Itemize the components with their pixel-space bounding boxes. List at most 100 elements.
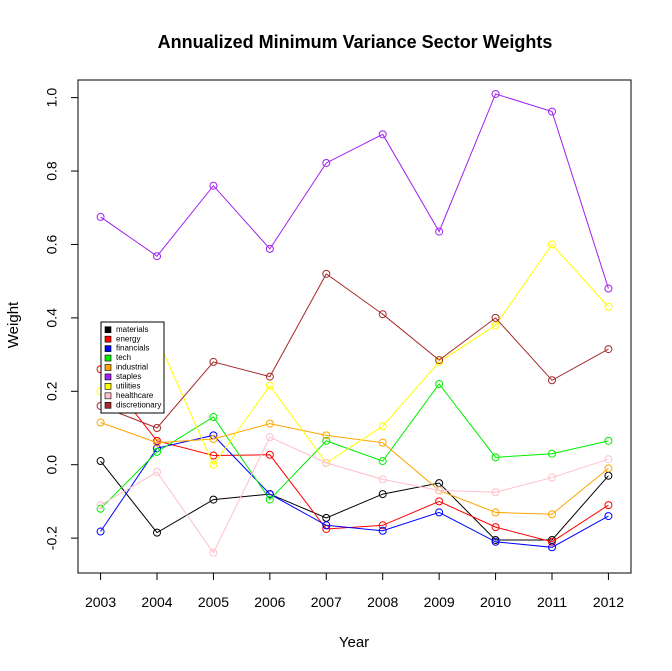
legend-swatch <box>104 401 112 409</box>
data-point <box>378 130 387 139</box>
data-point <box>153 528 161 537</box>
x-tick-label: 2006 <box>254 594 285 610</box>
data-point <box>435 356 444 365</box>
data-point <box>209 412 218 421</box>
data-point <box>548 107 556 116</box>
x-tick-label: 2010 <box>480 594 511 610</box>
data-point <box>322 521 331 530</box>
data-point <box>322 269 331 278</box>
x-tick-label: 2005 <box>198 594 229 610</box>
data-point <box>491 313 500 322</box>
y-axis-label: Weight <box>5 301 22 348</box>
data-point <box>604 512 613 521</box>
legend-swatch <box>104 326 112 334</box>
series-financials <box>96 431 613 552</box>
legend-label: energy <box>116 334 140 343</box>
data-point <box>604 455 613 464</box>
data-point <box>96 457 105 466</box>
data-point <box>491 89 500 98</box>
y-tick-label: 0.2 <box>44 381 60 401</box>
legend-swatch <box>104 345 112 352</box>
y-tick-label: 0.6 <box>44 235 60 255</box>
legend-label: staples <box>116 372 141 381</box>
legend-swatch <box>104 364 112 371</box>
legend: materialsenergyfinancialstechindustrials… <box>100 321 165 414</box>
data-point <box>265 495 274 504</box>
legend-swatch <box>104 373 112 381</box>
data-point <box>265 419 274 428</box>
data-point <box>604 464 613 473</box>
data-point <box>491 537 500 546</box>
y-tick-label: -0.2 <box>44 526 60 550</box>
data-point <box>96 212 105 221</box>
data-point <box>548 510 556 519</box>
data-point <box>435 497 444 506</box>
series-discretionary <box>96 269 613 432</box>
x-tick-label: 2007 <box>311 594 342 610</box>
legend-label: financials <box>116 344 149 353</box>
legend-swatch <box>104 335 112 343</box>
legend-label: tech <box>116 353 131 362</box>
y-tick-label: 0.0 <box>44 455 60 475</box>
data-point <box>265 372 274 381</box>
data-point <box>153 252 161 261</box>
data-point <box>604 436 613 445</box>
series-utilities <box>96 240 613 469</box>
series-line <box>100 436 609 554</box>
data-point <box>209 357 218 366</box>
data-point <box>153 468 161 477</box>
data-point <box>604 345 613 354</box>
series-line <box>100 243 609 466</box>
series-energy <box>96 365 613 546</box>
legend-swatch <box>104 354 112 362</box>
y-tick-label: 0.4 <box>44 308 60 328</box>
data-point <box>153 424 161 432</box>
data-point <box>378 310 387 319</box>
data-point <box>322 158 331 167</box>
data-point <box>491 488 500 497</box>
legend-label: materials <box>116 325 148 334</box>
legend-label: utilities <box>116 381 140 390</box>
x-axis: 2003 2004 2005 2006 2007 2008 2009 2010 2011 2012 <box>85 572 624 610</box>
series-healthcare <box>96 433 613 557</box>
data-point <box>548 473 556 482</box>
data-point <box>153 438 161 447</box>
data-point <box>435 486 444 495</box>
data-point <box>322 431 331 440</box>
x-tick-label: 2008 <box>367 594 398 610</box>
x-tick-label: 2012 <box>593 594 624 610</box>
data-point <box>548 376 556 385</box>
x-tick-label: 2004 <box>141 594 172 610</box>
data-point <box>491 508 500 517</box>
data-point <box>153 447 161 456</box>
legend-label: discretionary <box>116 400 161 409</box>
legend-swatch <box>104 392 112 400</box>
legend-swatch <box>104 383 112 390</box>
x-tick-label: 2003 <box>85 594 116 610</box>
data-point <box>209 435 218 444</box>
series-layer <box>96 89 613 557</box>
data-point <box>378 457 387 466</box>
data-point <box>209 460 218 469</box>
y-tick-label: 1.0 <box>44 88 60 108</box>
data-point <box>378 521 387 530</box>
data-point <box>209 548 218 557</box>
data-point <box>548 543 556 552</box>
data-point <box>378 526 387 535</box>
data-point <box>322 458 331 467</box>
data-point <box>548 449 556 458</box>
data-point <box>265 244 274 253</box>
series-materials <box>96 457 613 544</box>
data-point <box>435 227 444 236</box>
x-tick-label: 2011 <box>537 594 567 610</box>
data-point <box>604 284 613 293</box>
data-point <box>378 422 387 431</box>
y-axis: -0.2 0.0 0.2 0.4 0.6 0.8 1.0 <box>44 88 79 550</box>
data-point <box>96 418 105 427</box>
data-point <box>265 450 274 459</box>
data-point <box>604 501 613 510</box>
data-point <box>435 379 444 388</box>
data-point <box>96 501 105 510</box>
data-point <box>548 240 556 249</box>
